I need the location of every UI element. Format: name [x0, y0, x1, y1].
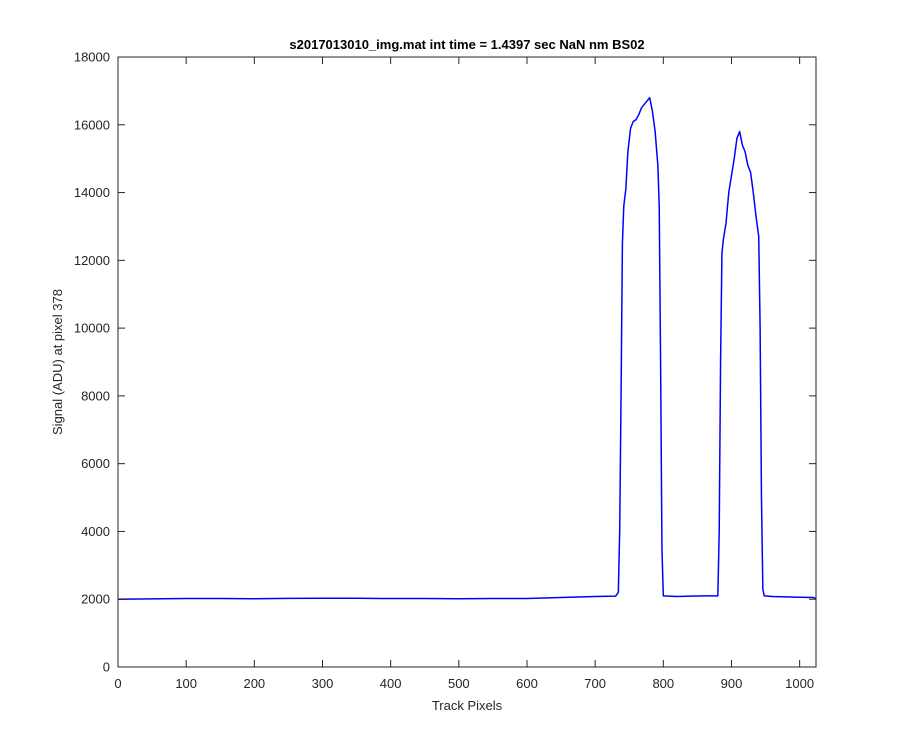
y-tick-label: 12000 [74, 253, 110, 268]
y-axis-label: Signal (ADU) at pixel 378 [50, 289, 65, 435]
x-tick-label: 1000 [785, 676, 814, 691]
chart-title: s2017013010_img.mat int time = 1.4397 se… [289, 37, 644, 52]
x-tick-label: 600 [516, 676, 538, 691]
x-tick-label: 0 [114, 676, 121, 691]
y-axis: 0 2000 4000 6000 8000 10000 12000 14000 16000 180… [74, 50, 816, 675]
x-tick-label: 700 [584, 676, 606, 691]
x-tick-label: 300 [312, 676, 334, 691]
y-tick-label: 0 [103, 660, 110, 675]
x-axis: 0 100 200 300 400 500 600 700 800 900 1000 [114, 57, 814, 691]
x-tick-label: 200 [243, 676, 265, 691]
x-tick-label: 500 [448, 676, 470, 691]
x-tick-label: 900 [721, 676, 743, 691]
series-layer [117, 96, 817, 600]
plot-area [118, 57, 816, 667]
y-tick-label: 8000 [81, 388, 110, 403]
y-tick-label: 10000 [74, 321, 110, 336]
series-line [117, 96, 817, 600]
y-tick-label: 18000 [74, 50, 110, 65]
x-tick-label: 400 [380, 676, 402, 691]
x-tick-label: 100 [175, 676, 197, 691]
y-tick-label: 2000 [81, 592, 110, 607]
y-tick-label: 16000 [74, 117, 110, 132]
y-tick-label: 4000 [81, 524, 110, 539]
y-tick-label: 6000 [81, 456, 110, 471]
x-axis-label: Track Pixels [432, 698, 503, 713]
plot-frame [117, 56, 817, 668]
y-tick-label: 14000 [74, 185, 110, 200]
x-tick-label: 800 [652, 676, 674, 691]
